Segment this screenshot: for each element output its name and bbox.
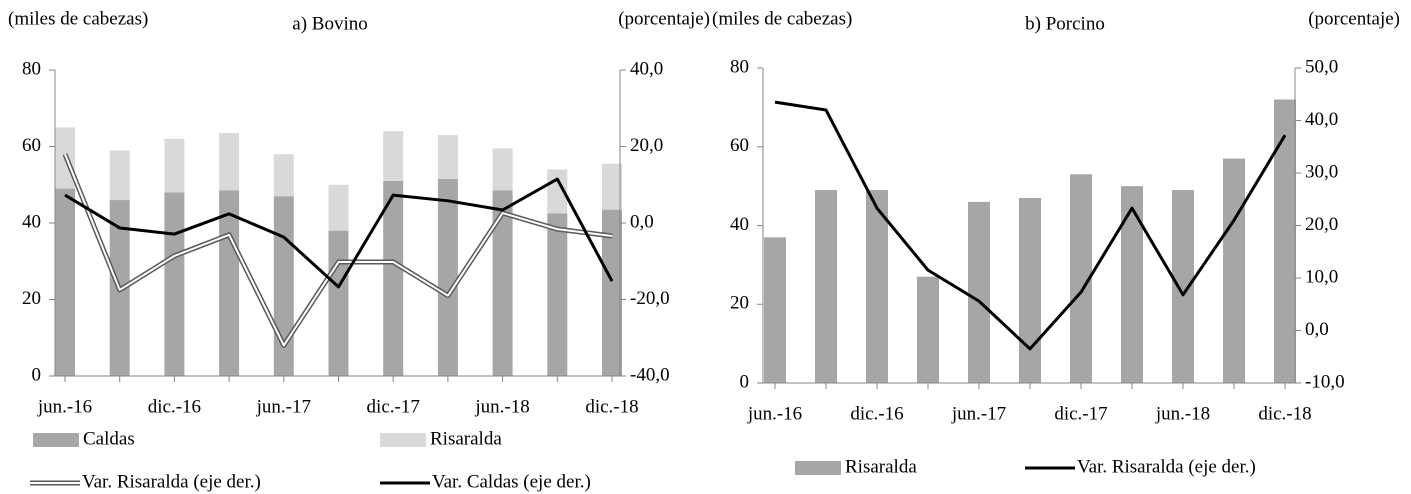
- legend-label: Risaralda: [845, 456, 917, 477]
- bar: [602, 209, 622, 376]
- y2-tick-label: -10,0: [1305, 371, 1345, 392]
- legend-label: Var. Caldas (eje der.): [432, 471, 591, 492]
- chart-title: b) Porcino: [1025, 13, 1105, 34]
- legend-swatch: [380, 433, 426, 447]
- bar: [602, 163, 622, 210]
- bar: [968, 201, 990, 383]
- x-tick-label: dic.-18: [1258, 403, 1311, 424]
- bar: [55, 188, 75, 376]
- y2-axis-title: (porcentaje): [618, 8, 710, 29]
- y-tick-label: 40: [730, 214, 749, 235]
- bar: [815, 190, 837, 383]
- bar: [1223, 158, 1245, 383]
- bar: [492, 148, 513, 191]
- x-tick-label: dic.-16: [148, 396, 201, 417]
- y-tick-label: 20: [730, 293, 749, 314]
- legend-label: Caldas: [83, 428, 135, 449]
- bar: [866, 190, 888, 383]
- bar: [219, 133, 240, 191]
- y-tick-label: 80: [22, 58, 41, 79]
- y2-axis-title: (porcentaje): [1308, 8, 1400, 29]
- x-tick-label: dic.-16: [850, 403, 903, 424]
- y-tick-label: 40: [22, 211, 41, 232]
- bar: [492, 190, 513, 376]
- line: [774, 100, 1287, 351]
- y2-tick-label: 0,0: [1305, 319, 1329, 340]
- y-tick-label: 0: [740, 371, 750, 392]
- x-tick-label: jun.-17: [951, 403, 1006, 424]
- y-tick-label: 0: [32, 364, 42, 385]
- legend-swatch: [33, 433, 79, 447]
- y2-tick-label: -40,0: [630, 364, 670, 385]
- bar: [547, 213, 568, 376]
- bar: [1172, 190, 1194, 383]
- y-tick-label: 60: [730, 135, 749, 156]
- bar: [1121, 186, 1143, 383]
- bar: [383, 131, 404, 181]
- bar: [273, 154, 294, 197]
- x-tick-label: dic.-17: [1054, 403, 1107, 424]
- y2-tick-label: 20,0: [630, 135, 663, 156]
- y2-tick-label: 0,0: [630, 211, 654, 232]
- x-tick-label: jun.-16: [747, 403, 802, 424]
- x-tick-label: dic.-17: [367, 396, 420, 417]
- y2-tick-label: 50,0: [1305, 56, 1338, 77]
- y-axis-title: (miles de cabezas): [712, 8, 852, 29]
- chart-title: a) Bovino: [292, 13, 367, 34]
- x-tick-label: dic.-18: [585, 396, 638, 417]
- bar: [764, 237, 786, 383]
- y-tick-label: 80: [730, 56, 749, 77]
- line-inner: [64, 153, 613, 347]
- bar: [383, 180, 404, 376]
- bar: [1070, 174, 1092, 383]
- legend-label: Var. Risaralda (eje der.): [1077, 456, 1256, 477]
- y2-tick-label: 40,0: [630, 58, 663, 79]
- y2-tick-label: 30,0: [1305, 161, 1338, 182]
- bar: [1019, 197, 1041, 383]
- legend-label: Risaralda: [430, 428, 502, 449]
- bar: [1274, 99, 1296, 383]
- bar: [164, 138, 185, 193]
- bar: [917, 276, 939, 383]
- y-axis-title: (miles de cabezas): [8, 8, 148, 29]
- bar: [109, 150, 130, 201]
- x-tick-label: jun.-16: [37, 396, 92, 417]
- y-tick-label: 20: [22, 288, 41, 309]
- x-tick-label: jun.-18: [474, 396, 529, 417]
- y2-tick-label: 10,0: [1305, 266, 1338, 287]
- y2-tick-label: 40,0: [1305, 109, 1338, 130]
- y2-tick-label: 20,0: [1305, 214, 1338, 235]
- bar: [273, 196, 294, 376]
- bar: [437, 135, 458, 180]
- bar: [328, 230, 349, 376]
- x-tick-label: jun.-17: [256, 396, 311, 417]
- y-tick-label: 60: [22, 135, 41, 156]
- bar: [328, 184, 349, 231]
- y2-tick-label: -20,0: [630, 288, 670, 309]
- bar: [164, 192, 185, 376]
- line: [64, 177, 614, 289]
- x-tick-label: jun.-18: [1155, 403, 1210, 424]
- bar: [437, 179, 458, 376]
- legend-swatch: [795, 461, 841, 475]
- legend-label: Var. Risaralda (eje der.): [82, 471, 261, 492]
